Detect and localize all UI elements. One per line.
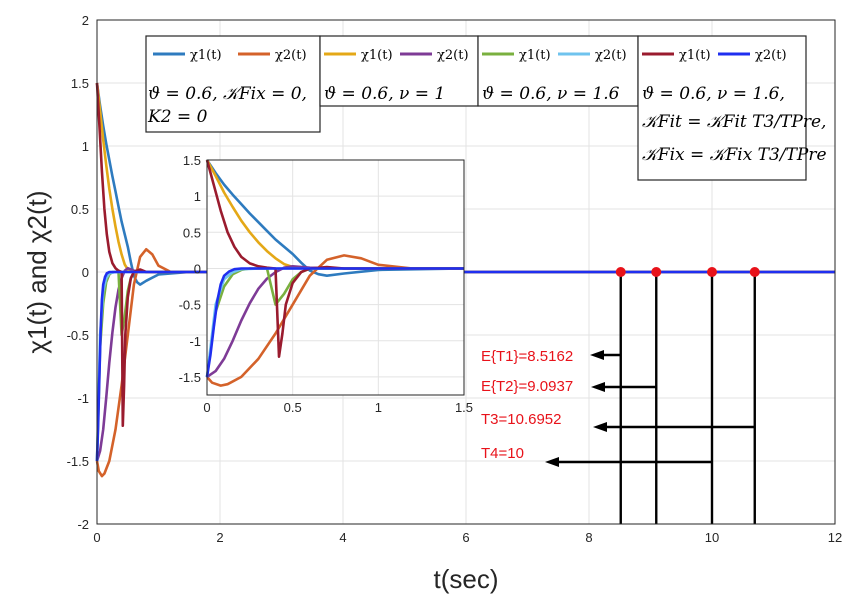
- legend-params-g3-line1: ϑ = 0.6, ν = 1.6: [482, 84, 620, 104]
- inset-y-tick-label: -0.5: [179, 298, 201, 313]
- annotation-et1: E{T1}=8.5162: [481, 348, 573, 365]
- legend-params-g4-line2: 𝒦Fit = 𝒦Fit T3/TPre,: [642, 112, 826, 132]
- y-tick-label: -0.5: [67, 328, 89, 343]
- legend-box-1: [145, 35, 321, 133]
- arrow-head-0: [590, 350, 604, 360]
- x-axis-label: t(sec): [434, 564, 499, 594]
- legend: χ1(t) χ2(t) χ1(t) χ2(t) χ1(t) χ2(t) χ1(t…: [145, 35, 827, 181]
- x-tick-label: 2: [216, 530, 223, 545]
- inset-x-tick-label: 0.5: [284, 400, 302, 415]
- y-tick-label: -1.5: [67, 454, 89, 469]
- legend-label-g4-x1: χ1(t): [679, 48, 711, 63]
- legend-label-g4-x2: χ2(t): [755, 48, 787, 63]
- inset-x-tick-label: 1.5: [455, 400, 473, 415]
- legend-label-g1-x2: χ2(t): [275, 48, 307, 63]
- inset-tick-labels: 0 0.5 1 1.5 1.5 1 0.5 0 -0.5 -1 -1.5: [179, 153, 473, 415]
- y-tick-label: 1.5: [71, 76, 89, 91]
- y-tick-label: -2: [77, 517, 89, 532]
- series-line-1: [95, 248, 835, 478]
- legend-label-g1-x1: χ1(t): [190, 48, 222, 63]
- marker-dot-2: [749, 267, 760, 277]
- inset-series-line-1: [206, 254, 464, 387]
- y-axis-label: χ1(t) and χ2(t): [22, 190, 52, 353]
- series-line-3: [95, 266, 835, 462]
- inset-y-tick-label: 1: [194, 189, 201, 204]
- legend-params-g4-line1: ϑ = 0.6, ν = 1.6,: [642, 84, 785, 104]
- legend-params-g1-line1: ϑ = 0.6, 𝒦Fix = 0,: [148, 84, 307, 104]
- main-plot-frame: [96, 19, 836, 525]
- main-series: [95, 82, 835, 478]
- inset-x-tick-label: 0: [203, 400, 210, 415]
- x-tick-label: 0: [93, 530, 100, 545]
- x-tick-label: 12: [828, 530, 842, 545]
- series-line-0: [95, 82, 835, 286]
- legend-box-2: [319, 35, 479, 107]
- inset-background: [206, 159, 465, 396]
- legend-label-g3-x2: χ2(t): [595, 48, 627, 63]
- marker-dot-1: [651, 267, 662, 277]
- inset-series-line-7: [205, 267, 464, 378]
- inset-series: [205, 159, 465, 387]
- annotations: E{T1}=8.5162 E{T2}=9.0937 T3=10.6952 T4=…: [481, 348, 573, 462]
- x-tick-label: 10: [705, 530, 719, 545]
- legend-box-4: [637, 35, 807, 181]
- arrow-head-3: [545, 457, 559, 467]
- legend-params-g4-line3: 𝒦Fix = 𝒦Fix T3/TPre: [642, 145, 827, 165]
- arrow-head-1: [591, 382, 605, 392]
- y-tick-label: 1: [82, 139, 89, 154]
- y-tick-label: -1: [77, 391, 89, 406]
- inset-series-line-0: [205, 159, 465, 278]
- inset-y-tick-label: 0: [194, 261, 201, 276]
- x-tick-label: 8: [585, 530, 592, 545]
- legend-params-g1-line2: K2 = 0: [147, 107, 208, 127]
- x-tick-label: 6: [462, 530, 469, 545]
- annotation-t3: T3=10.6952: [481, 411, 562, 428]
- y-tick-label: 2: [82, 13, 89, 28]
- legend-params-g2-line1: ϑ = 0.6, ν = 1: [324, 84, 445, 104]
- annotation-t4: T4=10: [481, 445, 524, 462]
- legend-label-g2-x2: χ2(t): [437, 48, 469, 63]
- inset-y-tick-label: 0.5: [183, 225, 201, 240]
- y-tick-label: 0: [82, 265, 89, 280]
- series-line-7: [95, 270, 835, 462]
- inset-y-tick-label: -1.5: [179, 370, 201, 385]
- arrow-head-2: [593, 422, 607, 432]
- inset-frame: [206, 159, 465, 396]
- y-tick-label: 0.5: [71, 202, 89, 217]
- inset-y-tick-label: -1: [189, 334, 201, 349]
- inset-y-tick-label: 1.5: [183, 153, 201, 168]
- legend-label-g3-x1: χ1(t): [519, 48, 551, 63]
- annotation-et2: E{T2}=9.0937: [481, 378, 573, 395]
- marker-dot-3: [707, 267, 717, 277]
- inset-x-tick-label: 1: [375, 400, 382, 415]
- legend-label-g2-x1: χ1(t): [361, 48, 393, 63]
- marker-dot-0: [615, 267, 626, 277]
- x-tick-label: 4: [339, 530, 346, 545]
- settling-time-markers: [545, 267, 760, 524]
